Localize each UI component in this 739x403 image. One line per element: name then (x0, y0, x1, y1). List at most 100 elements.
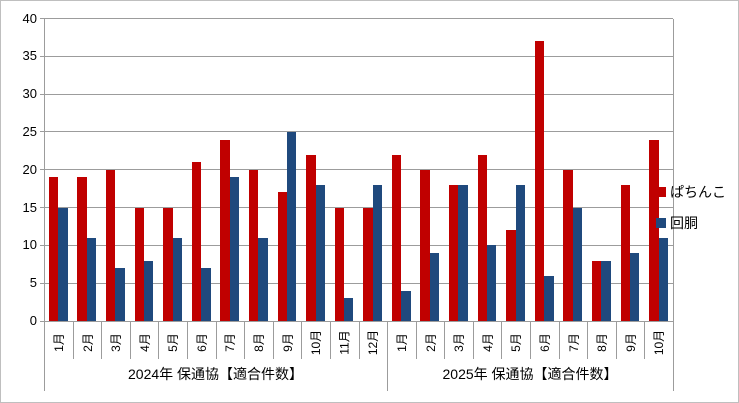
x-axis-group-label-2025: 2025年 保通協【適合件数】 (442, 366, 618, 382)
category-separator (215, 321, 217, 359)
bar-pachinko (334, 207, 345, 321)
x-axis-month-label: 6月 (530, 321, 559, 359)
bar-kaidou (515, 184, 526, 321)
category-separator (558, 321, 560, 359)
x-axis-month-label: 4月 (130, 321, 159, 359)
x-axis-month-label: 7月 (559, 321, 588, 359)
x-axis-month-label-text: 10月 (652, 329, 667, 356)
bar-pachinko (277, 192, 287, 321)
y-axis-tick (40, 131, 44, 133)
legend-item-kaidou: 回胴 (656, 213, 726, 233)
y-axis-tick (40, 93, 44, 95)
legend-label-kaidou: 回胴 (670, 215, 698, 231)
x-axis-month-label: 2月 (73, 321, 102, 359)
x-axis-month-label: 11月 (330, 321, 359, 359)
x-axis-month-label: 9月 (616, 321, 645, 359)
bar-pachinko (563, 169, 573, 321)
category-separator (301, 321, 303, 359)
y-axis-line (44, 18, 45, 321)
category-separator (415, 321, 417, 359)
x-axis-month-label: 8月 (244, 321, 273, 359)
x-axis-month-label-text: 1月 (394, 333, 409, 352)
bar-pachinko (620, 184, 630, 321)
x-axis-month-label-text: 12月 (366, 329, 381, 356)
category-separator (644, 321, 646, 359)
bar-kaidou (115, 268, 125, 321)
legend-label-pachinko: ぱちんこ (670, 184, 726, 200)
bar-pachinko (134, 207, 144, 321)
bar-kaidou (86, 237, 97, 321)
x-axis-month-label-text: 8月 (595, 333, 609, 352)
category-separator (272, 321, 274, 359)
bar-kaidou (344, 298, 354, 321)
bar-pachinko (420, 169, 430, 321)
x-axis-month-label: 3月 (101, 321, 130, 359)
y-axis-label: 35 (22, 48, 37, 64)
bar-pachinko (592, 260, 602, 321)
x-axis-month-label: 12月 (359, 321, 388, 359)
legend-item-pachinko: ぱちんこ (656, 182, 726, 202)
y-axis-label: 15 (22, 199, 37, 215)
x-axis-month-label: 8月 (587, 321, 616, 359)
y-axis-label: 5 (29, 275, 37, 291)
x-axis-month-label: 10月 (644, 321, 673, 359)
category-separator (244, 321, 246, 359)
gridline (44, 207, 673, 209)
bar-kaidou (258, 237, 268, 321)
y-axis-label: 20 (22, 161, 37, 177)
category-separator (501, 321, 503, 359)
legend: ぱちんこ 回胴 (656, 182, 726, 233)
x-axis-month-label-text: 2月 (80, 333, 95, 352)
x-axis-month-label-text: 10月 (309, 329, 324, 356)
bar-kaidou (429, 252, 440, 321)
y-axis-tick (40, 320, 44, 322)
x-axis-month-label: 6月 (187, 321, 216, 359)
group-separator (44, 321, 45, 391)
bar-pachinko (506, 230, 516, 321)
bar-pachinko (363, 207, 373, 321)
x-axis-month-label-text: 5月 (166, 333, 181, 352)
bar-pachinko (163, 207, 173, 321)
y-axis-label: 10 (22, 237, 37, 253)
bar-kaidou (229, 177, 240, 321)
group-separator (387, 321, 389, 391)
x-axis-month-label-text: 9月 (623, 333, 638, 352)
bar-pachinko (191, 162, 202, 321)
bar-kaidou (630, 252, 640, 321)
category-separator (358, 321, 360, 359)
gridline (44, 55, 673, 57)
category-separator (444, 321, 446, 359)
category-separator (101, 321, 103, 359)
x-axis-month-label: 1月 (44, 321, 73, 359)
category-separator (329, 321, 331, 359)
category-separator (186, 321, 188, 359)
bar-kaidou (372, 184, 383, 321)
bar-pachinko (220, 139, 230, 321)
gridline (44, 282, 673, 284)
y-axis-label: 25 (22, 123, 37, 139)
gridline (44, 244, 673, 246)
bar-kaidou (572, 207, 583, 321)
category-separator (587, 321, 589, 359)
gridline (44, 169, 673, 171)
gridline (44, 93, 673, 95)
category-separator (530, 321, 532, 359)
y-axis-tick (40, 244, 44, 246)
x-axis-month-label: 3月 (444, 321, 473, 359)
x-axis-month-label: 5月 (158, 321, 187, 359)
category-separator (72, 321, 74, 359)
x-axis-month-label: 9月 (273, 321, 302, 359)
bar-kaidou (401, 290, 411, 321)
y-axis-tick (40, 55, 44, 57)
bar-pachinko (649, 139, 659, 321)
bar-kaidou (315, 184, 325, 321)
x-axis-month-label-text: 7月 (223, 333, 238, 352)
category-separator (129, 321, 131, 359)
x-axis-month-label-text: 3月 (108, 333, 123, 352)
category-separator (615, 321, 617, 359)
gridline (44, 18, 673, 19)
y-axis-label: 40 (22, 10, 37, 26)
bar-pachinko (477, 154, 488, 321)
bar-kaidou (544, 275, 554, 321)
